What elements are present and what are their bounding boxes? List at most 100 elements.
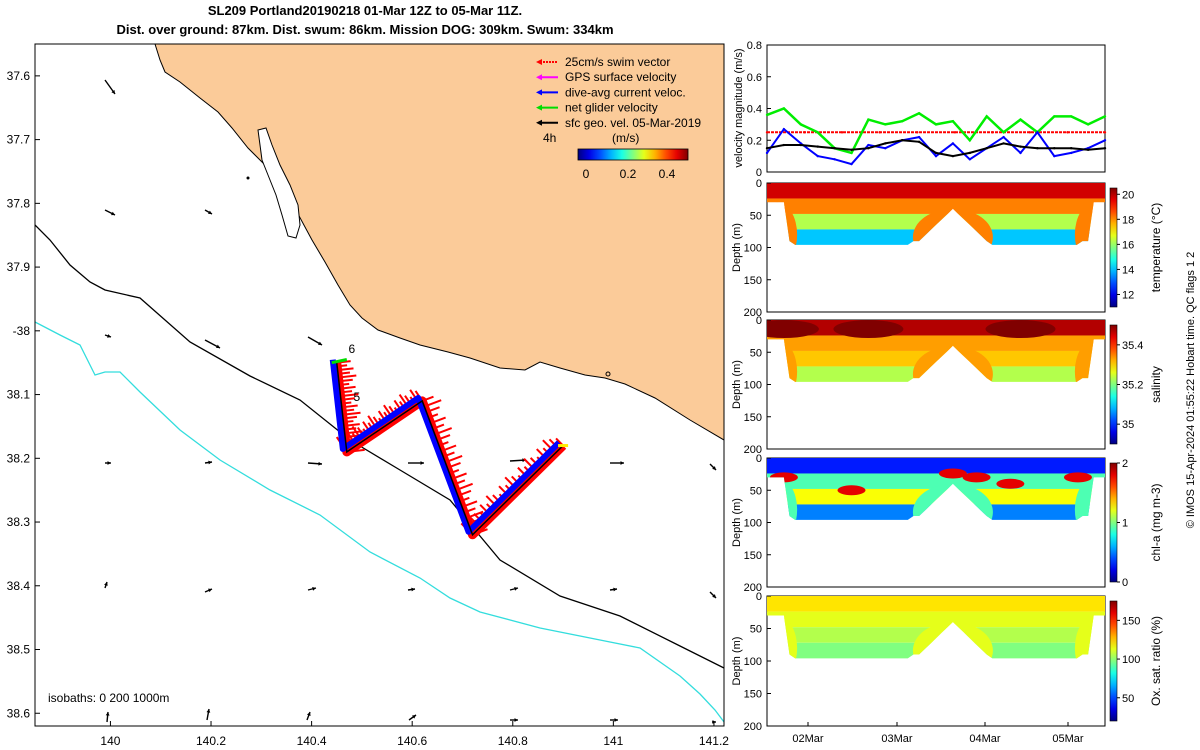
y-tick-label: 0.6 — [747, 72, 762, 84]
velocity-point — [1070, 151, 1073, 155]
y-tick-label: 0.2 — [747, 135, 762, 147]
colorbar-tick-label: 150 — [1122, 615, 1140, 627]
map-colorbar — [577, 148, 689, 161]
velocity-point — [991, 131, 994, 134]
field-layer — [767, 611, 1105, 628]
y-tick-label: 200 — [744, 721, 762, 733]
velocity-point — [1002, 135, 1005, 139]
velocity-point — [867, 143, 870, 147]
velocity-point — [765, 131, 769, 134]
velocity-point — [816, 145, 819, 148]
y-tick-label: 50 — [750, 624, 762, 636]
y-tick-label: 0 — [756, 453, 762, 465]
legend-label: 25cm/s swim vector — [565, 55, 670, 69]
net-glider-velocity — [331, 358, 348, 365]
velocity-point — [1103, 139, 1107, 142]
field-layer — [767, 335, 1105, 351]
velocity-point — [951, 154, 955, 158]
section-field — [767, 458, 1105, 520]
geo-velocity-arrowhead — [208, 210, 212, 214]
velocity-point — [833, 146, 836, 150]
geo-velocity-arrowhead — [216, 344, 220, 349]
y-tick-label: 37.9 — [7, 260, 31, 274]
velocity-point — [799, 123, 802, 126]
velocity-point — [799, 143, 802, 147]
x-tick-label: 141.2 — [699, 734, 729, 748]
velocity-point — [1028, 131, 1032, 134]
y-tick-label: 38.6 — [7, 706, 31, 720]
section-panel-chl: 0 50 100 150 200 Depth (m) 0 1 2 chl-a (mg m-3) — [731, 453, 1163, 594]
y-tick-label: 38.2 — [7, 451, 31, 465]
legend-arrowhead — [536, 89, 542, 96]
chl-max-patch — [938, 468, 967, 479]
inland-lake — [257, 127, 301, 239]
velocity-point — [901, 120, 904, 123]
colorbar-label: Ox. sat. ratio (%) — [1149, 616, 1163, 706]
velocity-point — [1036, 146, 1039, 150]
colorbar-tick-label: 0 — [1122, 577, 1128, 589]
velocity-point — [884, 142, 887, 145]
y-tick-label: 37.7 — [7, 133, 31, 147]
map-frame — [34, 43, 725, 727]
colorbar-tick-label: 12 — [1122, 289, 1134, 301]
y-tick-label: 100 — [744, 518, 762, 530]
isobath-1000m — [35, 321, 724, 723]
velocity-point — [1036, 131, 1039, 134]
velocity-point — [867, 146, 870, 150]
velocity-point — [1086, 148, 1090, 151]
colorbar-tick-label: 20 — [1122, 189, 1134, 201]
velocity-point — [782, 127, 786, 131]
geo-velocity-arrowhead — [318, 341, 322, 345]
geo-velocity-arrowhead — [104, 582, 108, 586]
high-salinity-patch — [767, 320, 819, 339]
geo-velocity-arrowhead — [412, 715, 416, 719]
velocity-point — [901, 139, 904, 142]
velocity-point — [951, 120, 955, 123]
section-panel-temp: 0 50 100 150 200 Depth (m) 12 14 16 18 20 temperatu… — [731, 178, 1163, 319]
geo-velocity-arrowhead — [306, 712, 311, 716]
velocity-point — [833, 158, 836, 161]
colorbar-label: chl-a (mg m-3) — [1149, 483, 1163, 561]
velocity-point — [1019, 151, 1022, 155]
geo-velocity-arrowhead — [206, 709, 211, 713]
velocity-point — [867, 118, 870, 121]
velocity-point — [782, 143, 786, 147]
velocity-point — [1103, 131, 1107, 134]
velocity-point — [850, 148, 853, 151]
y-tick-label: 0 — [756, 178, 762, 190]
y-tick-label: 38.5 — [7, 643, 31, 657]
y-axis-label: Depth (m) — [731, 637, 743, 686]
y-tick-label: 0.4 — [747, 104, 762, 116]
colorbar-tick-label: 35.2 — [1122, 380, 1143, 392]
high-salinity-patch — [985, 320, 1056, 339]
velocity-point — [850, 151, 853, 155]
velocity-point — [884, 123, 887, 126]
velocity-point — [953, 131, 956, 134]
geo-velocity-arrowhead — [514, 586, 518, 591]
colorbar-tick-label: 35 — [1122, 419, 1134, 431]
velocity-point — [934, 154, 938, 158]
velocity-point — [1002, 142, 1005, 145]
y-tick-label: 200 — [744, 582, 762, 594]
velocity-point — [840, 131, 844, 134]
geo-velocity-arrowhead — [712, 466, 716, 470]
legend-label: GPS surface velocity — [565, 70, 676, 84]
velocity-point — [1019, 118, 1022, 121]
velocity-point — [1053, 154, 1056, 158]
y-tick-label: 38.4 — [7, 579, 31, 593]
time-scale-label: 4h — [543, 131, 556, 145]
velocity-point — [917, 135, 921, 139]
geo-velocity-arrowhead — [613, 587, 617, 592]
land-mass — [154, 44, 724, 441]
velocity-point — [1019, 145, 1022, 148]
high-salinity-patch — [833, 320, 904, 339]
geo-velocity-arrowhead — [420, 461, 424, 465]
geo-velocity-arrowhead — [111, 90, 115, 94]
map-content: 65 — [35, 44, 724, 724]
y-tick-label: -38 — [13, 324, 31, 338]
section-colorbar — [1109, 600, 1118, 722]
y-tick-label: 50 — [750, 210, 762, 222]
velocity-point — [1053, 146, 1056, 150]
x-tick-label: 141 — [603, 734, 623, 748]
